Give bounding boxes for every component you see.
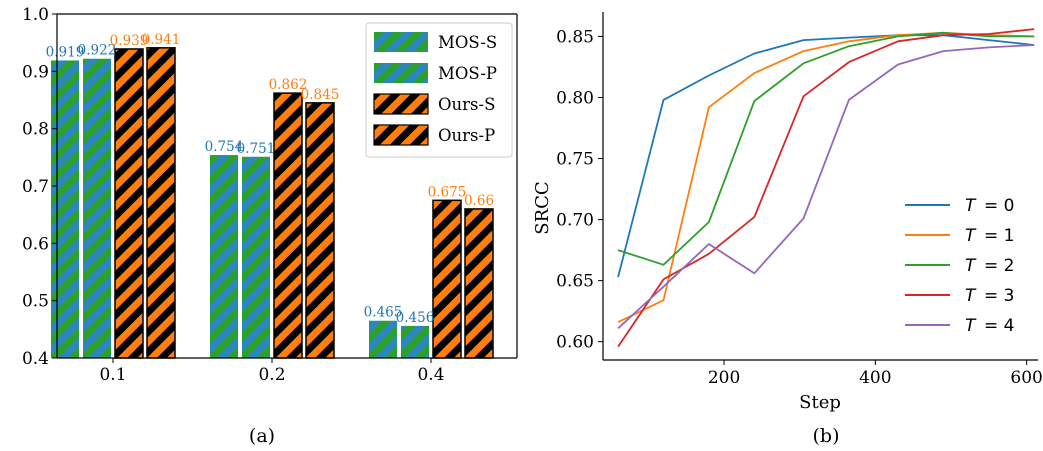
legend-label-var: T [965, 256, 977, 276]
data-label: 0.751 [237, 141, 276, 157]
y-axis-label: SRCC [532, 181, 553, 234]
y-tick-label: 0.4 [22, 349, 49, 369]
data-label: 0.754 [205, 139, 244, 155]
legend-label: Ours-S [438, 95, 495, 114]
legend-label-eq: = 2 [984, 256, 1014, 276]
legend-swatch [374, 32, 428, 52]
legend-swatch [373, 93, 429, 115]
bar-mos-p-0.2 [242, 156, 270, 358]
caption-b: (b) [813, 425, 840, 447]
line-chart: 200 400 600 0.60 0.65 0.70 0.75 0.80 0.85 T = 0 T =… [532, 12, 1043, 447]
legend-label-eq: = 0 [984, 196, 1014, 216]
bar-ours-s-0.1 [114, 48, 144, 359]
legend-label-var: T [965, 226, 977, 246]
data-label: 0.862 [269, 77, 308, 93]
x-tick-label: 0.2 [258, 365, 285, 385]
data-label: 0.939 [110, 33, 149, 49]
data-label: 0.941 [142, 32, 181, 48]
x-tick-label: 400 [859, 368, 891, 388]
y-tick-label: 0.65 [556, 272, 594, 292]
legend-box [365, 22, 513, 158]
legend-label: Ours-P [438, 126, 495, 145]
data-label: 0.465 [364, 305, 403, 321]
data-label: 0.922 [78, 43, 117, 59]
bar-ours-p-0.1 [146, 47, 176, 359]
x-axis-label: Step [799, 392, 841, 413]
x-tick-label: 200 [708, 368, 740, 388]
legend-label-eq: = 3 [984, 286, 1014, 306]
data-label: 0.845 [301, 87, 340, 103]
legend-label-eq: = 4 [984, 316, 1014, 336]
legend-label-var: T [965, 316, 977, 336]
bar-ours-p-0.2 [305, 102, 335, 359]
bar-mos-s-0.1 [51, 60, 79, 358]
legend-label-eq: = 1 [984, 226, 1014, 246]
legend-swatch [373, 124, 429, 146]
data-label: 0.456 [396, 310, 435, 326]
legend-label: MOS-S [438, 33, 497, 52]
x-tick-label: 0.1 [99, 365, 126, 385]
legend-swatch [374, 63, 428, 83]
y-tick-label: 0.9 [22, 62, 49, 82]
y-tick-label: 0.5 [22, 292, 49, 312]
legend-label: MOS-P [438, 64, 497, 83]
bar-group [51, 47, 494, 359]
bar-ours-s-0.2 [273, 92, 303, 359]
axes: 0.1 0.2 0.4 0.4 0.5 0.6 0.7 0.8 0.9 1.0 [22, 5, 518, 385]
axes: 200 400 600 0.60 0.65 0.70 0.75 0.80 0.85 [556, 12, 1043, 388]
y-tick-label: 0.8 [22, 120, 49, 140]
legend: T = 0 T = 1 T = 2 T = 3 T = 4 [905, 196, 1014, 336]
y-tick-label: 0.7 [22, 177, 49, 197]
series-line-t1 [617, 31, 1035, 323]
y-tick-label: 0.80 [556, 88, 594, 108]
data-label: 0.919 [46, 44, 85, 60]
series-line-t3 [617, 28, 1035, 348]
bar-mos-s-0.2 [210, 155, 238, 358]
bar-ours-s-0.4 [432, 199, 462, 359]
data-label: 0.675 [428, 184, 467, 200]
legend-label-var: T [965, 286, 977, 306]
bar-mos-p-0.1 [83, 58, 111, 358]
series-line-t4 [617, 44, 1035, 329]
bar-mos-p-0.4 [401, 325, 429, 358]
series-lines [617, 28, 1035, 348]
legend-label-var: T [965, 196, 977, 216]
series-line-t0 [617, 34, 1035, 278]
legend: MOS-S MOS-P Ours-S Ours-P [365, 22, 513, 158]
y-tick-label: 1.0 [22, 5, 49, 25]
bar-mos-s-0.4 [369, 320, 397, 358]
y-tick-label: 0.85 [556, 27, 594, 47]
x-tick-label: 0.4 [417, 365, 444, 385]
y-tick-label: 0.75 [556, 150, 594, 170]
data-label: 0.66 [464, 193, 494, 209]
y-tick-label: 0.6 [22, 234, 49, 254]
x-tick-label: 600 [1010, 368, 1042, 388]
y-tick-label: 0.60 [556, 333, 594, 353]
bar-ours-p-0.4 [464, 208, 494, 359]
caption-a: (a) [249, 425, 275, 447]
y-tick-label: 0.70 [556, 211, 594, 231]
